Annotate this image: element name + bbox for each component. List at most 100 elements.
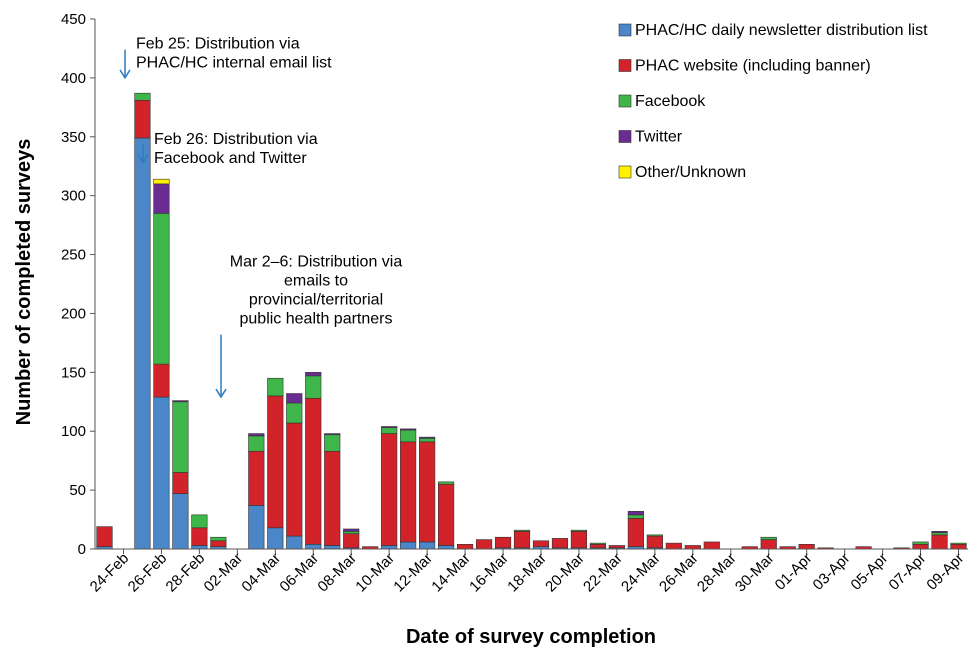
x-tick-label-09-Apr: 09-Apr <box>923 550 967 594</box>
axes-group <box>94 19 968 550</box>
x-tick-label-26-Mar: 26-Mar <box>656 550 702 596</box>
bar-17-Mar-series-1 <box>513 531 531 549</box>
x-tick-label-04-Mar: 04-Mar <box>239 550 285 596</box>
x-tick-label-08-Mar: 08-Mar <box>314 550 360 596</box>
x-tick-label-20-Mar: 20-Mar <box>542 550 588 596</box>
bar-01-Mar-series-2 <box>210 536 227 542</box>
bar-07-Mar-series-3 <box>324 433 341 436</box>
bar-11-Mar-series-0 <box>400 541 417 550</box>
bar-11-Mar-series-3 <box>400 428 417 431</box>
bar-06-Mar-series-1 <box>305 397 322 545</box>
y-tick-label-0: 0 <box>78 541 86 558</box>
y-tick-label-250: 250 <box>61 247 86 264</box>
bar-10-Mar-series-0 <box>381 545 398 550</box>
y-tick-label-400: 400 <box>61 70 86 87</box>
bar-26-Feb-series-4 <box>153 178 170 185</box>
x-tick-label-28-Mar: 28-Mar <box>694 550 740 596</box>
bar-03-Mar-series-2 <box>248 435 265 452</box>
bar-25-Feb-series-2 <box>134 92 151 101</box>
bar-25-Feb-series-1 <box>134 99 151 139</box>
bar-13-Mar-series-0 <box>438 545 455 550</box>
annotation-2-line-1: emails to <box>284 272 348 289</box>
bar-12-Mar-series-1 <box>419 441 436 543</box>
x-tick-label-02-Mar: 02-Mar <box>201 550 247 596</box>
legend-swatch-1 <box>618 59 632 72</box>
bar-11-Mar-series-2 <box>400 429 417 443</box>
bar-24-Mar-series-1 <box>646 535 663 549</box>
bar-30-Mar-series-1 <box>760 539 777 550</box>
x-tick-label-14-Mar: 14-Mar <box>428 550 474 596</box>
bar-07-Mar-series-2 <box>324 434 341 452</box>
bar-15-Mar-series-1 <box>475 539 493 550</box>
bar-09-Apr-series-1 <box>950 543 967 550</box>
bar-04-Mar-series-0 <box>267 527 284 550</box>
legend-label-1: PHAC website (including banner) <box>635 58 871 75</box>
bar-28-Feb-series-2 <box>191 514 208 529</box>
y-tick-label-50: 50 <box>69 482 86 499</box>
annotation-2-line-0: Mar 2–6: Distribution via <box>230 253 403 270</box>
bar-23-Feb-series-1 <box>96 526 113 547</box>
x-tick-label-16-Mar: 16-Mar <box>466 550 512 596</box>
bar-26-Mar-series-1 <box>684 545 701 550</box>
legend-swatch-4 <box>618 165 632 179</box>
bar-27-Feb-series-3 <box>172 400 189 403</box>
bar-01-Mar-series-1 <box>210 540 227 547</box>
x-tick-label-18-Mar: 18-Mar <box>504 550 550 596</box>
annotation-2-line-3: public health partners <box>240 310 393 327</box>
y-tick-label-450: 450 <box>61 11 86 28</box>
bar-10-Mar-series-3 <box>381 426 398 428</box>
bar-07-Apr-series-2 <box>912 541 929 545</box>
annotation-0-arrow-head <box>119 69 131 80</box>
x-tick-label-10-Mar: 10-Mar <box>352 550 398 596</box>
x-tick-label-07-Apr: 07-Apr <box>886 550 930 594</box>
annotation-1-arrow-head <box>137 154 149 165</box>
bar-27-Feb-series-2 <box>172 401 189 473</box>
legend-label-0: PHAC/HC daily newsletter distribution li… <box>635 22 928 39</box>
bar-23-Mar-series-2 <box>627 514 644 519</box>
y-tick-label-150: 150 <box>61 364 86 381</box>
bar-27-Feb-series-1 <box>172 472 189 494</box>
bar-12-Mar-series-3 <box>419 436 436 439</box>
bar-25-Feb-series-0 <box>134 137 151 550</box>
bar-28-Feb-series-1 <box>191 527 208 546</box>
legend-swatch-0 <box>618 23 632 37</box>
bar-23-Mar-series-3 <box>627 511 644 516</box>
bar-21-Mar-series-1 <box>589 543 607 549</box>
bar-17-Mar-series-2 <box>513 529 531 532</box>
bar-09-Apr-series-2 <box>950 542 967 545</box>
bar-26-Feb-series-0 <box>153 396 170 550</box>
annotation-2-arrow-head <box>215 388 227 399</box>
tick-labels-group: 05010015020025030035040045024-Feb26-Feb2… <box>61 11 967 595</box>
bar-03-Mar-series-1 <box>248 450 265 506</box>
bar-11-Mar-series-1 <box>400 441 417 543</box>
legend-label-4: Other/Unknown <box>635 164 746 181</box>
bar-27-Feb-series-0 <box>172 493 189 550</box>
bar-05-Mar-series-3 <box>286 393 303 404</box>
bars-group <box>96 92 967 550</box>
bar-10-Mar-series-1 <box>381 433 398 546</box>
x-tick-label-06-Mar: 06-Mar <box>276 550 322 596</box>
bar-08-Apr-series-1 <box>931 534 948 550</box>
y-tick-label-350: 350 <box>61 129 86 146</box>
bar-13-Mar-series-1 <box>438 483 455 546</box>
bar-12-Mar-series-2 <box>419 437 436 443</box>
bar-26-Feb-series-3 <box>153 183 170 214</box>
bar-12-Mar-series-0 <box>419 541 436 550</box>
bar-26-Feb-series-1 <box>153 363 170 398</box>
y-tick-label-100: 100 <box>61 423 86 440</box>
bar-19-Mar-series-1 <box>551 538 569 549</box>
bar-03-Mar-series-0 <box>248 505 265 550</box>
bar-07-Mar-series-1 <box>324 450 341 546</box>
x-tick-label-28-Feb: 28-Feb <box>163 550 209 596</box>
legend-label-2: Facebook <box>635 93 706 110</box>
x-tick-label-24-Mar: 24-Mar <box>618 550 664 596</box>
legend: PHAC/HC daily newsletter distribution li… <box>618 22 928 181</box>
x-tick-label-05-Apr: 05-Apr <box>848 550 892 594</box>
annotations-group: Feb 25: Distribution via PHAC/HC internal… <box>119 35 403 399</box>
bar-13-Mar-series-2 <box>438 481 455 485</box>
bar-20-Mar-series-1 <box>570 531 588 549</box>
y-axis-title: Number of completed surveys <box>13 139 35 426</box>
y-tick-label-300: 300 <box>61 188 86 205</box>
annotation-1-line-1: Facebook and Twitter <box>154 150 307 167</box>
bar-21-Mar-series-2 <box>589 542 607 545</box>
